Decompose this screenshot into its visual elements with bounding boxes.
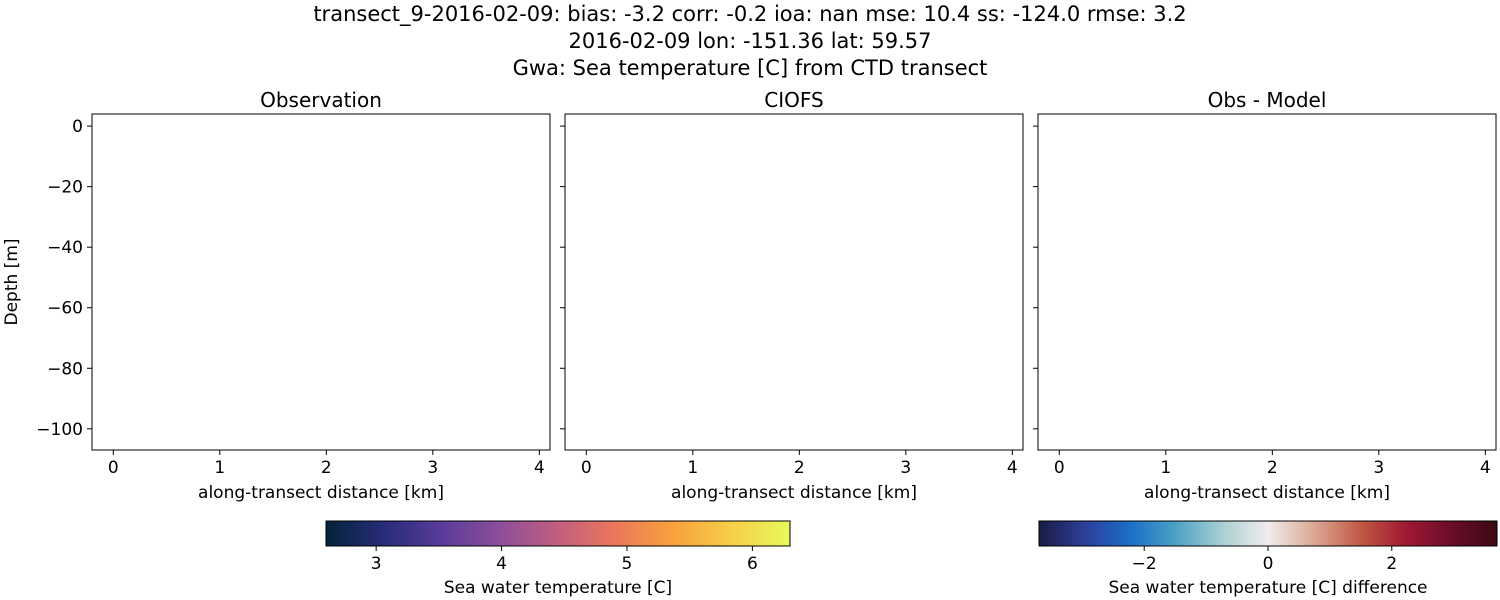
colorbar-2: −2 0 2 Sea water temperature [C] difference	[1038, 520, 1498, 598]
colorbar-tick-label: 0	[1263, 554, 1274, 574]
panel-1-frame	[91, 113, 551, 451]
panel-3-frame	[1037, 113, 1497, 451]
panel-1-ylabel: Depth [m]	[2, 238, 22, 325]
panel-3-xlabel: along-transect distance [km]	[1144, 483, 1390, 503]
colorbar-1-bar	[325, 520, 791, 547]
colorbar-tick-label: −2	[1132, 554, 1157, 574]
y-tick-label: −60	[47, 299, 83, 319]
x-tick-label: 0	[108, 458, 119, 478]
panel-3-title: Obs - Model	[1208, 88, 1327, 112]
x-tick-label: 3	[1373, 458, 1384, 478]
x-tick-label: 2	[1267, 458, 1278, 478]
x-tick-label: 4	[1480, 458, 1491, 478]
colorbar-tick-label: 2	[1386, 554, 1397, 574]
colorbar-tick-label: 4	[496, 554, 507, 574]
x-tick-label: 2	[321, 458, 332, 478]
y-tick-label: −100	[36, 420, 83, 440]
x-tick-label: 3	[427, 458, 438, 478]
y-tick-label: −40	[47, 238, 83, 258]
colorbar-1: 3 4 5 6 Sea water temperature [C]	[325, 520, 791, 598]
colorbar-tick-label: 5	[622, 554, 633, 574]
colorbar-tick-label: 3	[371, 554, 382, 574]
x-tick-label: 0	[581, 458, 592, 478]
panel-2-title: CIOFS	[764, 88, 823, 112]
panel-2-xlabel: along-transect distance [km]	[671, 483, 917, 503]
colorbar-1-label: Sea water temperature [C]	[444, 578, 672, 598]
panel-1-title: Observation	[260, 88, 382, 112]
figure-suptitle-line-2: 2016-02-09 lon: -151.36 lat: 59.57	[568, 29, 932, 53]
panel-3: Obs - Model 0 1 2 3 4 along-transect distance …	[1033, 88, 1497, 503]
colorbar-tick-label: 6	[747, 554, 758, 574]
panel-1-data	[108, 121, 536, 440]
x-tick-label: 1	[214, 458, 225, 478]
x-tick-label: 1	[1160, 458, 1171, 478]
x-tick-label: 3	[900, 458, 911, 478]
x-tick-label: 2	[794, 458, 805, 478]
figure-suptitle-line-3: Gwa: Sea temperature [C] from CTD transe…	[512, 56, 988, 80]
x-tick-label: 4	[534, 458, 545, 478]
panel-1-xlabel: along-transect distance [km]	[198, 483, 444, 503]
panel-1: Observation 0 1 2 3 4 along-transect distance …	[2, 88, 551, 503]
panel-2-data	[581, 121, 1009, 428]
panel-2: CIOFS 0 1 2 3 4 along-transect distance [km]	[560, 88, 1024, 503]
figure-suptitle-line-1: transect_9-2016-02-09: bias: -3.2 corr: …	[313, 2, 1187, 26]
colorbar-2-bar	[1038, 520, 1498, 547]
y-tick-label: −20	[47, 178, 83, 198]
y-tick-label: 0	[72, 117, 83, 137]
x-tick-label: 1	[687, 458, 698, 478]
panel-2-frame	[564, 113, 1024, 451]
y-tick-label: −80	[47, 359, 83, 379]
panel-3-data	[1054, 121, 1482, 440]
x-tick-label: 4	[1007, 458, 1018, 478]
colorbar-2-label: Sea water temperature [C] difference	[1108, 578, 1427, 598]
x-tick-label: 0	[1054, 458, 1065, 478]
